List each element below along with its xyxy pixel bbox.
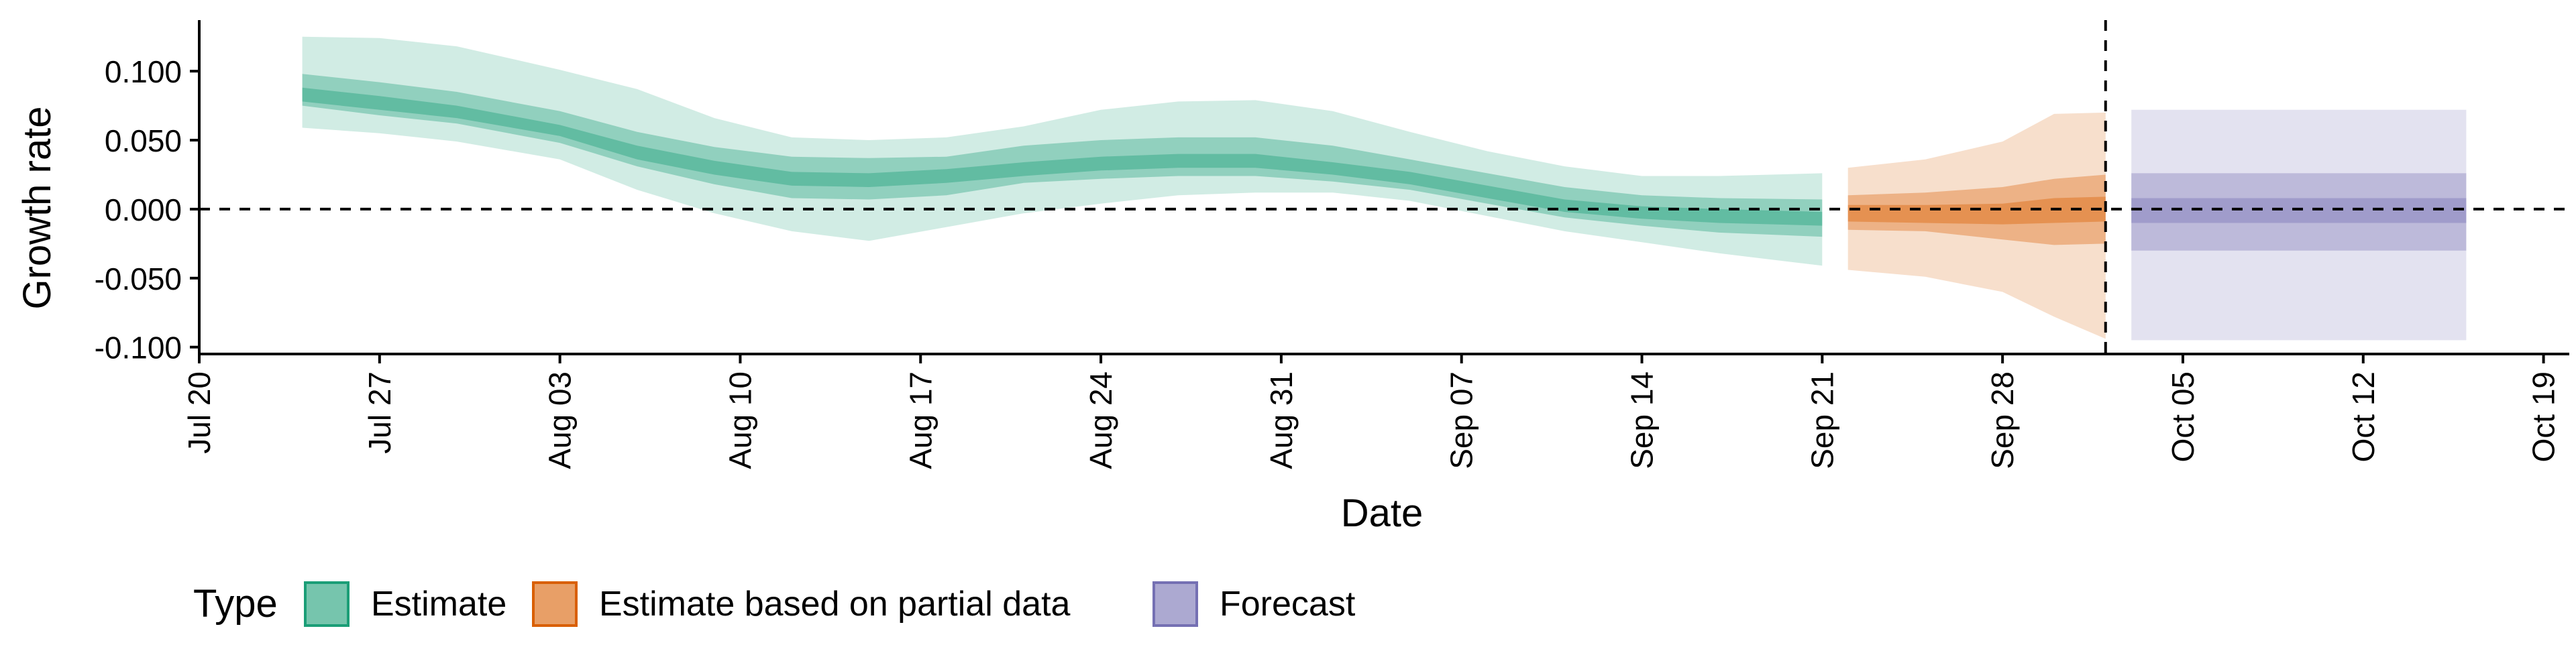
legend: Type Estimate Estimate based on partial d… (193, 581, 1356, 627)
y-tick-label: 0.000 (105, 192, 182, 227)
x-tick-label: Sep 07 (1444, 371, 1479, 469)
bands-layer (302, 36, 2467, 341)
y-tick-label: 0.050 (105, 123, 182, 158)
x-tick-label: Jul 20 (182, 371, 217, 454)
forecast-band-20 (2131, 198, 2467, 223)
x-axis-title: Date (1341, 491, 1424, 535)
y-tick-label: -0.050 (95, 261, 182, 296)
legend-swatch (304, 581, 350, 627)
x-tick-label: Aug 03 (543, 371, 578, 469)
x-tick-label: Aug 10 (722, 371, 757, 469)
x-tick-label: Oct 12 (2346, 371, 2381, 463)
x-tick-label: Sep 14 (1625, 371, 1660, 469)
estimate-based-on-partial-data-band-90 (1847, 112, 2106, 339)
legend-label: Estimate (371, 585, 506, 624)
y-tick-label: -0.100 (95, 331, 182, 365)
y-tick-label: 0.100 (105, 54, 182, 89)
x-tick-label: Oct 05 (2165, 371, 2200, 463)
reference-lines-layer (199, 20, 2569, 354)
estimate-based-on-partial-data-band-20 (1847, 196, 2106, 225)
legend-swatch (1152, 581, 1198, 627)
x-tick-label: Aug 24 (1083, 371, 1118, 469)
x-tick-label: Oct 19 (2526, 371, 2561, 463)
forecast-band-90 (2131, 109, 2467, 341)
x-tick-label: Sep 21 (1805, 371, 1839, 469)
legend-label: Forecast (1220, 585, 1356, 624)
forecast-band-50 (2131, 173, 2467, 251)
estimate-band-90 (302, 36, 1823, 266)
legend-swatch (532, 581, 578, 627)
estimate-band-50 (302, 74, 1823, 237)
x-tick-label: Sep 28 (1985, 371, 2020, 469)
y-axis-title: Growth rate (15, 107, 59, 310)
legend-items: Estimate Estimate based on partial data Fo… (304, 581, 1356, 627)
estimate-band-20 (302, 87, 1823, 226)
x-tick-label: Aug 31 (1264, 371, 1299, 469)
legend-title: Type (193, 582, 278, 626)
x-tick-label: Jul 27 (362, 371, 397, 454)
x-tick-label: Aug 17 (903, 371, 938, 469)
legend-label: Estimate based on partial data (599, 585, 1071, 624)
